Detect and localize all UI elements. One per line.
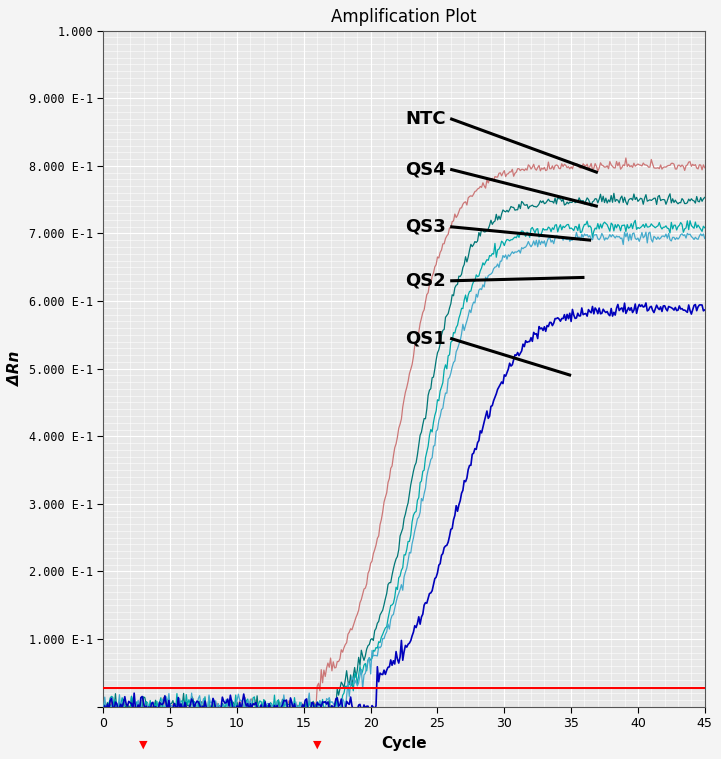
Text: QS4: QS4 (405, 160, 446, 178)
Text: ▼: ▼ (313, 739, 322, 749)
X-axis label: Cycle: Cycle (381, 735, 427, 751)
Title: Amplification Plot: Amplification Plot (332, 8, 477, 27)
Y-axis label: ΔRn: ΔRn (9, 351, 23, 386)
Text: QS1: QS1 (405, 329, 446, 348)
Text: ▼: ▼ (139, 739, 148, 749)
Text: NTC: NTC (405, 109, 446, 128)
Text: QS3: QS3 (405, 218, 446, 236)
Text: QS2: QS2 (405, 272, 446, 290)
